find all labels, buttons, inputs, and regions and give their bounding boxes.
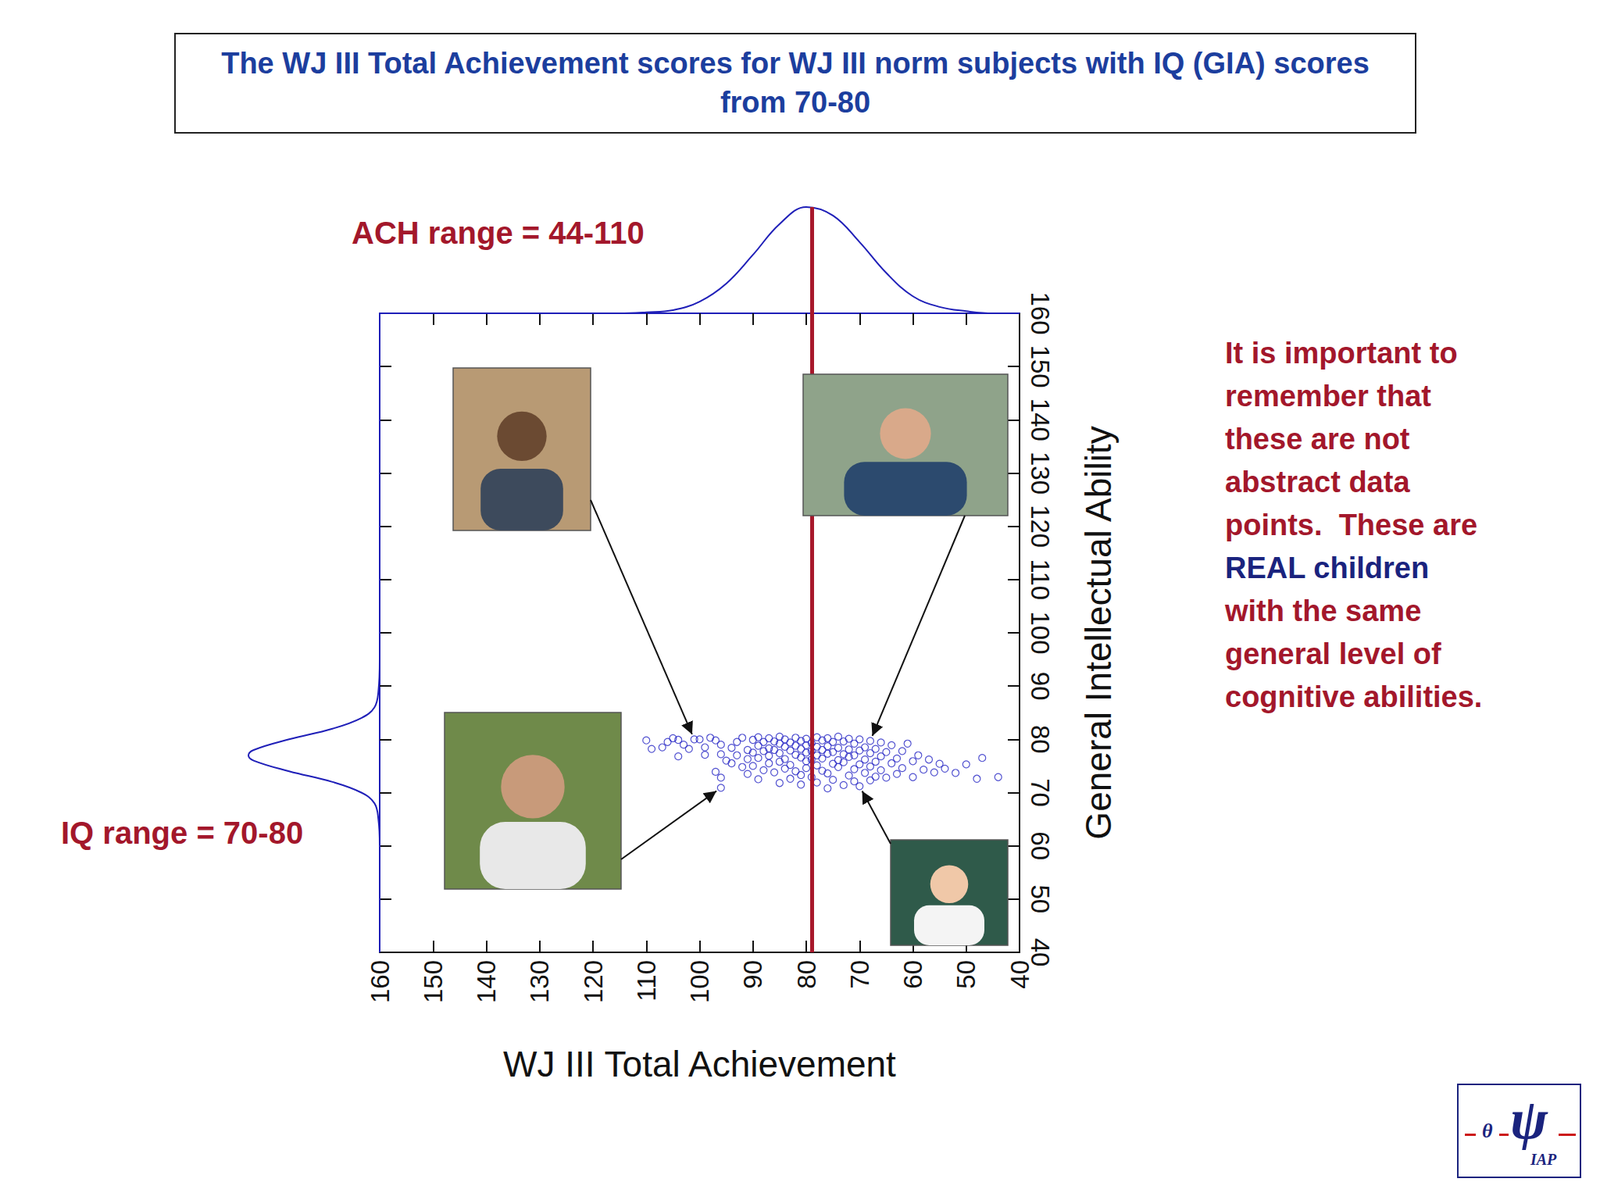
svg-text:WJ III Total Achievement: WJ III Total Achievement bbox=[503, 1043, 897, 1085]
svg-text:80: 80 bbox=[1025, 725, 1055, 754]
svg-text:60: 60 bbox=[898, 960, 928, 990]
html-text:IQ range = 70-80: IQ range = 70-80 bbox=[60, 815, 304, 850]
svg-text:130: 130 bbox=[1025, 451, 1055, 495]
svg-text:60: 60 bbox=[1025, 831, 1055, 861]
svg-text:160: 160 bbox=[365, 960, 395, 1004]
svg-text:130: 130 bbox=[525, 960, 554, 1004]
svg-text:110: 110 bbox=[632, 960, 661, 1002]
svg-text:120: 120 bbox=[578, 960, 608, 1004]
html-text:remember that: remember that bbox=[1225, 379, 1432, 413]
html-text:REAL children: REAL children bbox=[1225, 551, 1429, 585]
html-text:these are not: these are not bbox=[1225, 422, 1410, 456]
html-text:ACH range = 44-110: ACH range = 44-110 bbox=[351, 215, 645, 250]
html-text:The WJ III Total Achievement s: The WJ III Total Achievement scores for … bbox=[221, 46, 1370, 119]
svg-text:40: 40 bbox=[1005, 960, 1035, 990]
svg-text:50: 50 bbox=[951, 960, 981, 990]
svg-text:40: 40 bbox=[1025, 937, 1055, 967]
html-text:with the same: with the same bbox=[1225, 594, 1422, 628]
svg-text:70: 70 bbox=[1025, 778, 1055, 808]
svg-text:150: 150 bbox=[418, 960, 448, 1004]
svg-text:50: 50 bbox=[1025, 884, 1055, 914]
svg-text:90: 90 bbox=[738, 960, 768, 990]
html-text:general level of: general level of bbox=[1225, 637, 1442, 671]
html-text:It is important to: It is important to bbox=[1225, 336, 1458, 370]
html-text:abstract data: abstract data bbox=[1225, 465, 1410, 499]
svg-text:140: 140 bbox=[1025, 398, 1055, 442]
svg-text:140: 140 bbox=[471, 960, 501, 1004]
svg-text:160: 160 bbox=[1025, 291, 1055, 335]
svg-text:120: 120 bbox=[1025, 504, 1055, 548]
svg-text:90: 90 bbox=[1025, 671, 1055, 701]
svg-text:80: 80 bbox=[792, 960, 822, 990]
svg-text:General Intellectual Ability: General Intellectual Ability bbox=[1078, 425, 1119, 840]
svg-text:70: 70 bbox=[845, 960, 875, 990]
html-text:points. These are: points. These are bbox=[1225, 508, 1478, 542]
svg-text:100: 100 bbox=[1025, 610, 1055, 654]
html-text:θ: θ bbox=[1482, 1119, 1493, 1143]
svg-text:100: 100 bbox=[685, 960, 715, 1004]
svg-text:150: 150 bbox=[1025, 345, 1055, 389]
svg-text:110: 110 bbox=[1025, 559, 1055, 601]
html-text:cognitive abilities.: cognitive abilities. bbox=[1225, 680, 1483, 714]
html-text:ψ: ψ bbox=[1510, 1088, 1548, 1151]
html-text:IAP: IAP bbox=[1530, 1150, 1557, 1168]
